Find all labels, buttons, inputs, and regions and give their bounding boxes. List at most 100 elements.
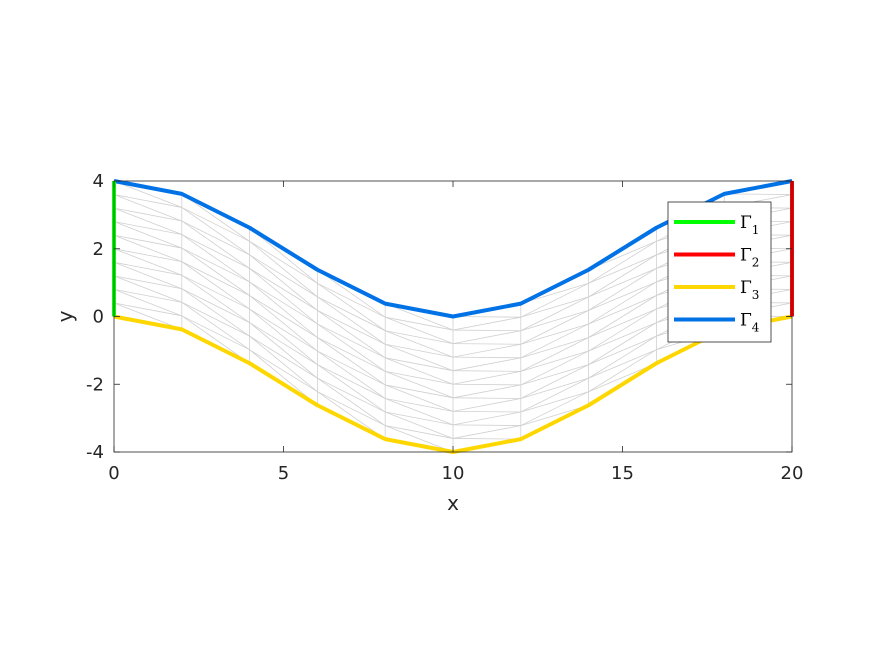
x-tick-label: 0 [108, 463, 119, 484]
mesh-diagonal-line [452, 424, 521, 426]
mesh-diagonal-line [452, 316, 521, 318]
mesh-horizontal-line [317, 391, 386, 426]
mesh-diagonal-line [520, 296, 589, 318]
mesh-diagonal-line [317, 377, 386, 426]
mesh-diagonal-line [520, 391, 589, 413]
mesh-horizontal-line [452, 357, 521, 372]
mesh-horizontal-line [181, 247, 250, 283]
mesh-horizontal-line [452, 384, 521, 399]
mesh-diagonal-line [113, 207, 182, 235]
mesh-horizontal-line [520, 377, 589, 413]
mesh-diagonal-line [317, 350, 386, 399]
mesh-diagonal-line [452, 383, 521, 386]
mesh-diagonal-line [317, 296, 386, 345]
mesh-horizontal-line [588, 308, 657, 352]
mesh-horizontal-line [113, 275, 182, 290]
y-tick-label: -2 [86, 374, 104, 395]
mesh-diagonal-line [588, 349, 657, 379]
y-axis-label: y [53, 310, 77, 322]
x-tick-label: 20 [781, 463, 804, 484]
mesh-horizontal-line [520, 323, 589, 359]
mesh-horizontal-line [385, 343, 454, 358]
mesh-diagonal-line [452, 397, 521, 399]
axis-ticks: 0 5 10 15 20 -4 -2 0 2 4 [86, 171, 803, 484]
mesh-horizontal-line [113, 289, 182, 303]
mesh-diagonal-line [113, 221, 182, 249]
mesh-diagonal-line [317, 323, 386, 372]
mesh-horizontal-line [588, 322, 657, 365]
y-tick-label: 2 [93, 239, 104, 260]
mesh-horizontal-line [520, 337, 589, 372]
mesh-diagonal-line [588, 295, 657, 325]
mesh-horizontal-line [181, 261, 250, 296]
mesh-diagonal-line [181, 247, 250, 296]
mesh-diagonal-line [181, 193, 250, 242]
mesh-horizontal-line [520, 282, 589, 318]
mesh-diagonal-line [588, 322, 657, 352]
mesh-diagonal-line [113, 302, 182, 330]
mesh-horizontal-line [588, 295, 657, 338]
mesh-diagonal-line [317, 282, 386, 332]
mesh-diagonal-line [317, 310, 386, 359]
mesh-diagonal-line [385, 343, 454, 372]
mesh-diagonal-line [181, 220, 250, 269]
mesh-diagonal-line [249, 254, 318, 311]
mesh-diagonal-line [385, 398, 454, 426]
mesh-horizontal-line [452, 398, 521, 412]
mesh-horizontal-line [385, 370, 454, 385]
mesh-diagonal-line [249, 322, 318, 379]
mesh-horizontal-line [249, 268, 318, 311]
mesh-horizontal-line [113, 194, 182, 208]
mesh-horizontal-line [588, 240, 657, 284]
mesh-diagonal-line [113, 234, 182, 262]
mesh-horizontal-line [317, 337, 386, 372]
mesh-horizontal-line [181, 220, 250, 256]
legend-subscript: 1 [752, 223, 760, 237]
mesh-diagonal-line [520, 377, 589, 399]
mesh-diagonal-line [249, 268, 318, 325]
mesh-diagonal-line [317, 337, 386, 386]
mesh-horizontal-line [113, 261, 182, 276]
mesh-diagonal-line [520, 364, 589, 386]
mesh-horizontal-line [317, 350, 386, 386]
mesh-horizontal-line [249, 335, 318, 379]
legend-subscript: 4 [752, 321, 760, 335]
mesh-diagonal-line [385, 371, 454, 399]
mesh-diagonal-line [452, 343, 521, 345]
mesh-diagonal-line [113, 194, 182, 222]
mesh-diagonal-line [452, 438, 521, 440]
mesh-horizontal-line [588, 254, 657, 298]
mesh-horizontal-line [249, 240, 318, 284]
mesh-diagonal-line [520, 323, 589, 345]
mesh-horizontal-line [113, 234, 182, 249]
mesh-diagonal-line [520, 350, 589, 372]
mesh-horizontal-line [249, 281, 318, 325]
y-tick-label: 0 [93, 307, 104, 328]
mesh-horizontal-line [385, 425, 454, 439]
mesh-horizontal-line [317, 377, 386, 413]
mesh-horizontal-line [520, 296, 589, 332]
mesh-horizontal-line [385, 411, 454, 426]
mesh-diagonal-line [317, 364, 386, 413]
mesh-horizontal-line [520, 350, 589, 386]
mesh-horizontal-line [588, 335, 657, 379]
mesh-horizontal-line [249, 322, 318, 365]
mesh-horizontal-line [520, 364, 589, 399]
y-tick-label: 4 [93, 171, 104, 192]
mesh-horizontal-line [317, 282, 386, 318]
mesh-diagonal-line [249, 295, 318, 352]
mesh-diagonal-line [452, 370, 521, 372]
mesh-diagonal-line [113, 275, 182, 303]
mesh-horizontal-line [113, 302, 182, 317]
mesh-horizontal-line [588, 349, 657, 393]
mesh-diagonal-line [520, 337, 589, 359]
mesh-horizontal-line [452, 425, 521, 439]
mesh-diagonal-line [452, 329, 521, 332]
mesh-diagonal-line [181, 261, 250, 310]
mesh-diagonal-line [724, 193, 793, 195]
x-tick-label: 5 [278, 463, 289, 484]
mesh-diagonal-line [113, 289, 182, 317]
mesh-diagonal-line [181, 207, 250, 256]
mesh-diagonal-line [385, 411, 454, 439]
